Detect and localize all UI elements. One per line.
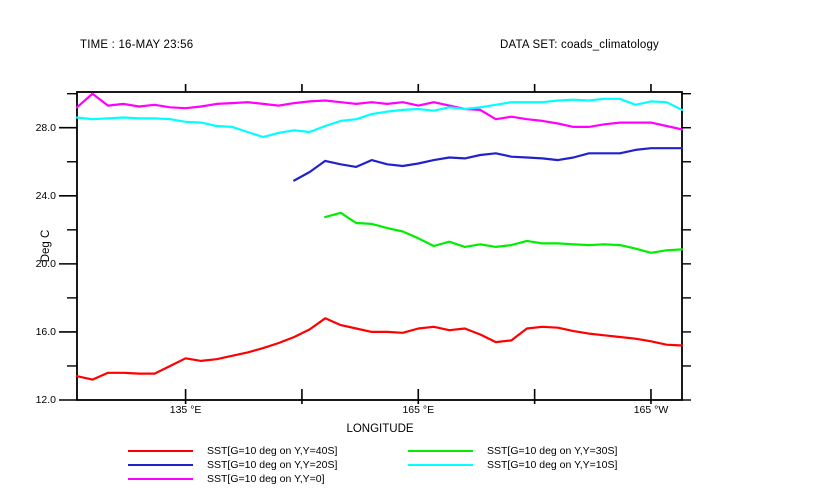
legend-line-swatch <box>408 450 473 452</box>
legend-label: SST[G=10 deg on Y,Y=10S] <box>487 459 618 471</box>
y-tick-label: 20.0 <box>35 257 56 270</box>
legend-line-swatch <box>128 478 193 480</box>
legend-line-swatch <box>128 464 193 466</box>
legend-entry: SST[G=10 deg on Y,Y=40S] <box>128 444 337 458</box>
legend-column: SST[G=10 deg on Y,Y=30S] SST[G=10 deg on … <box>408 444 617 472</box>
series-line <box>75 317 684 381</box>
dataset-annotation: DATA SET: coads_climatology <box>500 39 660 51</box>
legend-label: SST[G=10 deg on Y,Y=0] <box>207 473 325 485</box>
series-line <box>324 211 684 254</box>
y-tick-label: 24.0 <box>35 189 56 202</box>
time-annotation: TIME : 16-MAY 23:56 <box>80 39 194 51</box>
legend-line-swatch <box>128 450 193 452</box>
legend-entry: SST[G=10 deg on Y,Y=20S] <box>128 458 337 472</box>
legend-label: SST[G=10 deg on Y,Y=40S] <box>207 445 338 457</box>
legend-label: SST[G=10 deg on Y,Y=20S] <box>207 459 338 471</box>
x-tick-label: 165 °E <box>402 404 435 416</box>
x-tick-label: 135 °E <box>169 404 202 416</box>
legend-entry: SST[G=10 deg on Y,Y=30S] <box>408 444 617 458</box>
legend-label: SST[G=10 deg on Y,Y=30S] <box>487 445 618 457</box>
plot-frame <box>76 91 683 401</box>
x-tick-label: 165 °W <box>633 404 669 416</box>
x-axis-title: LONGITUDE <box>346 423 414 435</box>
y-tick-label: 28.0 <box>35 121 56 134</box>
y-tick-label: 16.0 <box>35 325 56 338</box>
legend-line-swatch <box>408 464 473 466</box>
series-line <box>293 147 684 182</box>
legend-entry: SST[G=10 deg on Y,Y=0] <box>128 472 337 486</box>
series-line <box>75 97 684 139</box>
legend-column: SST[G=10 deg on Y,Y=40S] SST[G=10 deg on … <box>128 444 337 486</box>
legend-entry: SST[G=10 deg on Y,Y=10S] <box>408 458 617 472</box>
y-tick-label: 12.0 <box>35 394 56 406</box>
series-line <box>75 92 684 131</box>
